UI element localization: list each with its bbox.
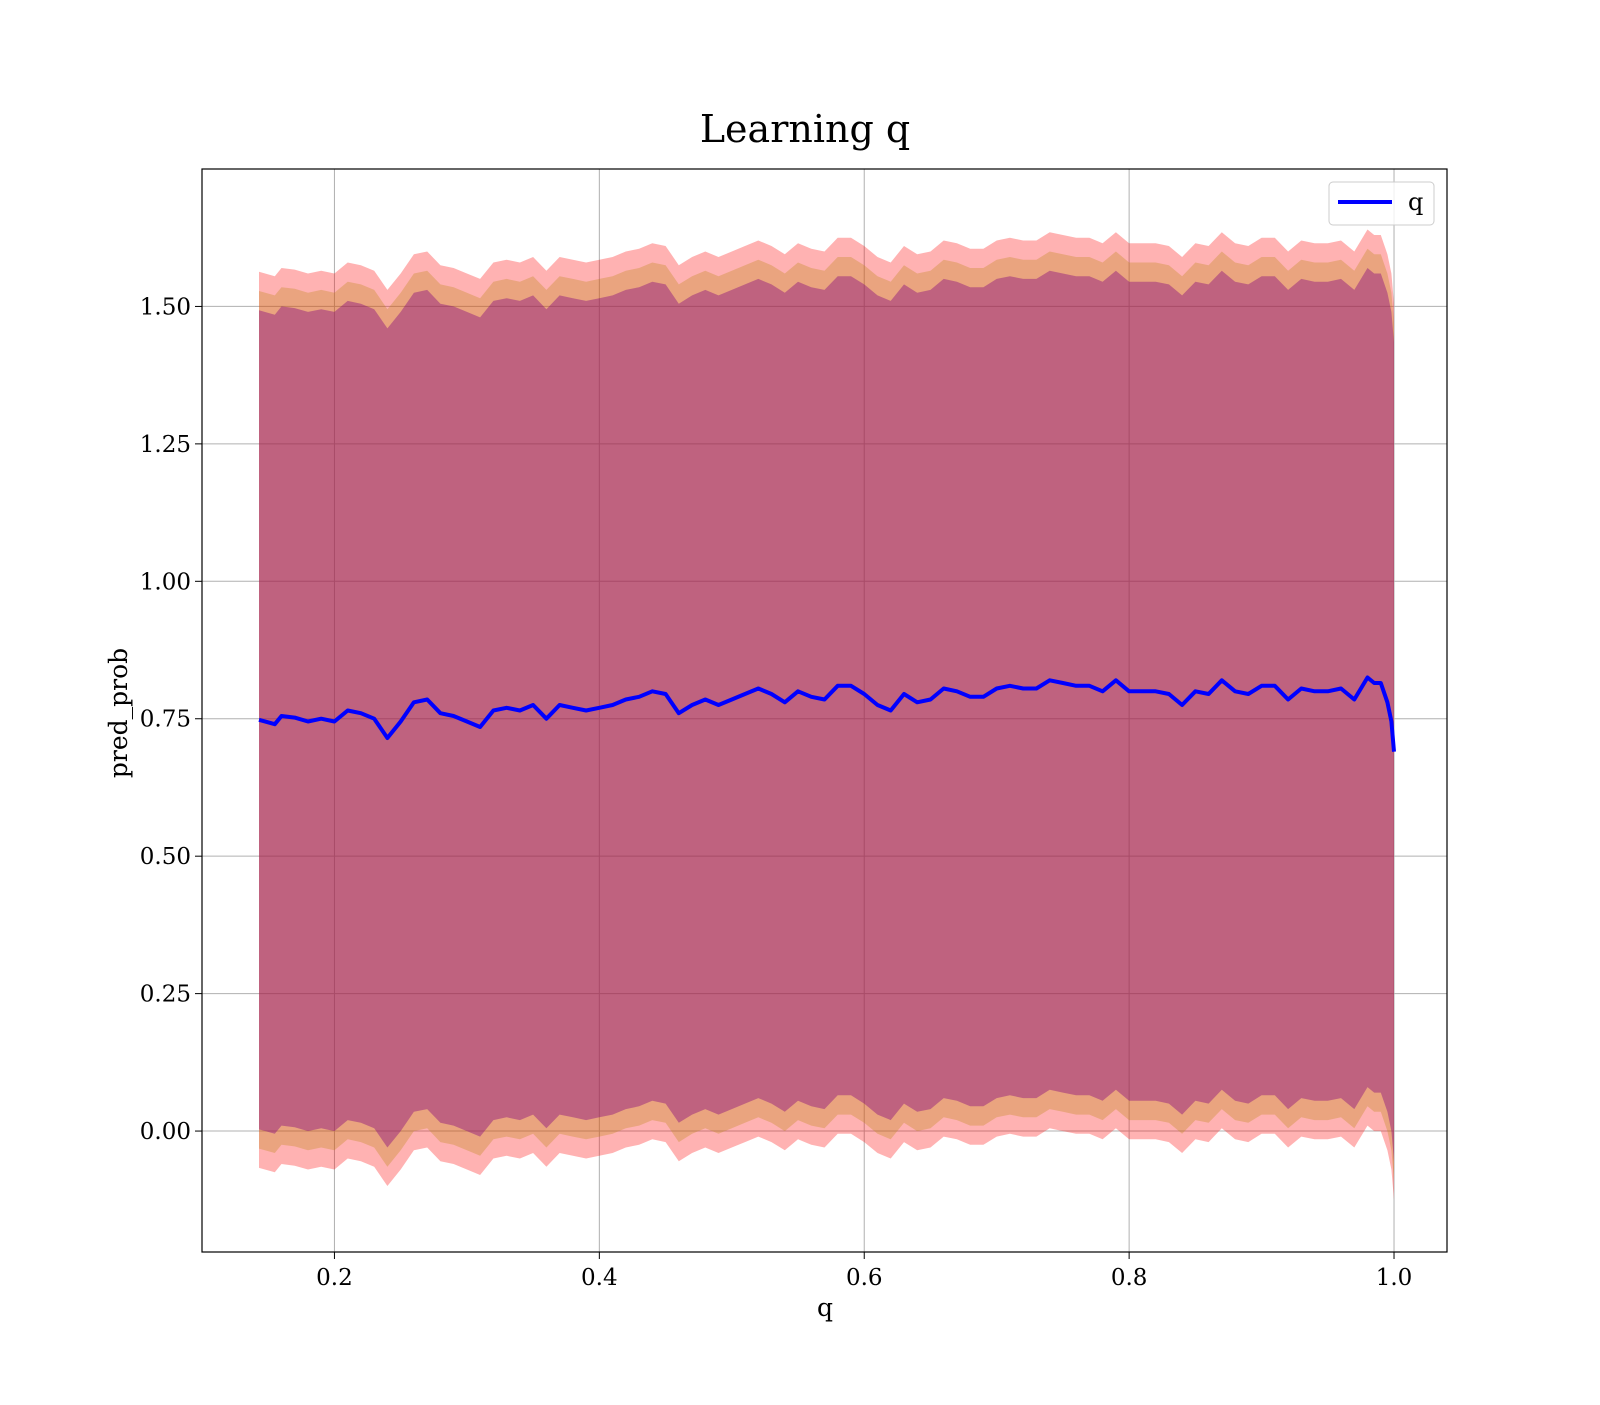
series-line-q <box>258 675 1396 752</box>
confidence-band-inner <box>259 268 1394 1162</box>
y-tick-label: 0.75 <box>140 707 191 733</box>
x-tick-label: 0.2 <box>316 1265 353 1291</box>
x-tick-label: 0.8 <box>1111 1265 1148 1291</box>
y-axis-label: pred_prob <box>104 648 133 778</box>
y-tick-label: 0.50 <box>140 844 191 870</box>
y-tick-label: 0.00 <box>140 1119 191 1145</box>
chart-title: Learning q <box>700 107 910 151</box>
legend-label-q: q <box>1408 188 1423 216</box>
x-tick-label: 0.4 <box>581 1265 618 1291</box>
y-tick-label: 1.00 <box>140 569 191 595</box>
y-tick-label: 1.50 <box>140 294 191 320</box>
x-axis-label: q <box>817 1293 833 1322</box>
y-tick-label: 1.25 <box>140 432 191 458</box>
y-tick-label: 0.25 <box>140 982 191 1008</box>
legend: q <box>1328 181 1435 226</box>
plot-area: 0.2 0.4 0.6 0.8 1.0 0.00 0.25 0.50 0.75 1.00 1.25 1… <box>140 168 1448 1291</box>
x-tick-label: 1.0 <box>1376 1265 1413 1291</box>
confidence-band-middle <box>259 248 1394 1181</box>
axes-frame <box>201 168 1448 1253</box>
confidence-band-outer <box>259 229 1394 1200</box>
x-tick-label: 0.6 <box>846 1265 883 1291</box>
